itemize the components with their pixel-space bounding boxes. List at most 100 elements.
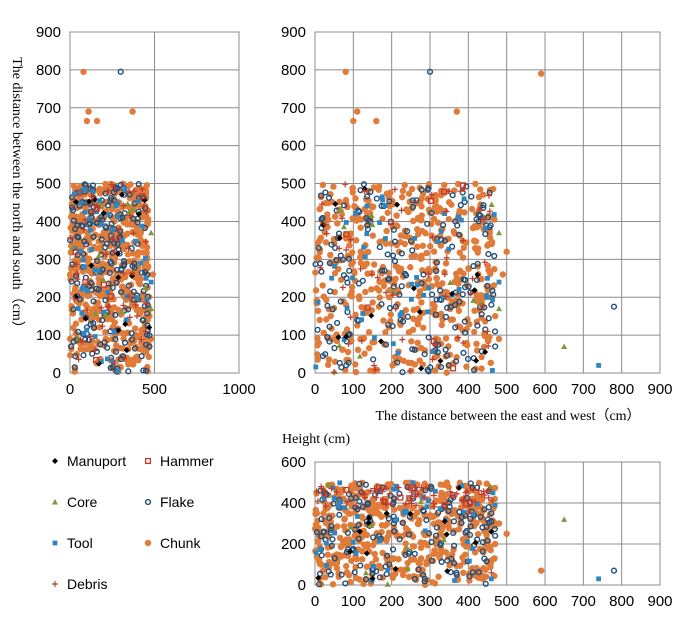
debris-point <box>108 181 115 188</box>
chunk-point <box>395 555 402 563</box>
flake-point <box>117 181 124 189</box>
manuport-point <box>482 348 489 355</box>
debris-point <box>485 494 492 501</box>
debris-point <box>98 304 105 311</box>
flake-point <box>144 301 151 308</box>
core-point <box>417 498 424 505</box>
flake-point <box>317 192 325 199</box>
chunk-point <box>331 213 339 220</box>
chunk-point <box>384 209 391 216</box>
chunk-point <box>343 569 351 576</box>
tool-point <box>350 275 355 281</box>
debris-point <box>443 254 450 261</box>
manuport-point <box>320 221 327 228</box>
chunk-point <box>455 526 463 533</box>
flake-point <box>72 225 79 233</box>
flake-point <box>355 535 362 542</box>
flake-point <box>449 192 456 199</box>
tool-point <box>412 235 418 241</box>
debris-point <box>104 303 111 310</box>
y-tick-label: 500 <box>36 176 61 193</box>
chunk-point <box>344 348 352 356</box>
chunk-point <box>442 491 450 498</box>
flake-point <box>469 484 476 491</box>
chunk-point <box>360 541 368 548</box>
hammer-point <box>441 502 448 509</box>
flake-point <box>423 516 430 524</box>
chunk-point <box>348 482 355 489</box>
tool-point <box>336 504 341 509</box>
flake-point <box>396 291 403 298</box>
chunk-point <box>393 212 400 219</box>
chunk-point <box>338 211 345 218</box>
flake-point <box>318 268 325 275</box>
debris-point <box>323 230 330 237</box>
chunk-point <box>503 530 510 537</box>
manuport-point <box>410 285 417 292</box>
legend-hammer-marker <box>144 457 152 465</box>
flake-point <box>142 367 150 374</box>
flake-point <box>445 362 452 369</box>
chunk-point <box>323 316 330 323</box>
flake-point <box>355 521 362 529</box>
flake-point <box>364 222 371 229</box>
debris-point <box>357 265 364 272</box>
debris-point <box>121 270 128 277</box>
core-point <box>384 581 391 587</box>
hammer-point <box>375 484 382 491</box>
chunk-point <box>368 286 375 293</box>
manuport-point <box>100 210 107 217</box>
debris-point <box>479 302 486 309</box>
legend-flake-marker <box>144 498 152 506</box>
chunk-point <box>357 253 364 261</box>
tool-point <box>313 364 319 370</box>
chunk-point <box>428 232 435 239</box>
tool-point <box>138 260 144 266</box>
flake-point <box>421 351 428 358</box>
y-tick-label: 200 <box>281 536 306 553</box>
chunk-point <box>142 212 150 219</box>
tool-point <box>81 330 87 336</box>
tool-point <box>414 282 420 288</box>
debris-point <box>77 336 84 343</box>
flake-point <box>487 222 494 229</box>
manuport-point <box>123 347 130 354</box>
debris-point <box>322 221 329 228</box>
chunk-point <box>316 558 323 566</box>
debris-point <box>457 188 464 195</box>
tool-point <box>456 287 462 292</box>
core-point <box>496 229 502 236</box>
manuport-point <box>394 201 401 208</box>
flake-point <box>139 316 146 324</box>
hammer-point <box>364 304 371 311</box>
y-tick-label: 300 <box>36 251 61 268</box>
tool-point <box>71 191 77 197</box>
flake-point <box>469 569 476 576</box>
flake-point <box>485 315 492 322</box>
flake-point <box>454 222 461 229</box>
flake-point <box>344 529 352 536</box>
x-tick-label: 400 <box>456 381 481 398</box>
flake-point <box>110 189 117 196</box>
chunk-point <box>336 534 344 542</box>
flake-point <box>425 530 433 537</box>
flake-point <box>128 336 136 343</box>
debris-point <box>408 489 415 496</box>
debris-point <box>442 293 449 300</box>
manuport-point <box>343 333 350 340</box>
flake-point <box>474 260 481 267</box>
legend-chunk-marker <box>144 539 152 547</box>
chunk-point <box>352 195 359 202</box>
hammer-point <box>459 182 467 189</box>
chunk-point <box>482 573 490 580</box>
flake-point <box>448 243 456 250</box>
flake-point <box>433 524 441 531</box>
chunk-point <box>142 185 149 192</box>
tool-point <box>350 539 356 545</box>
chunk-point <box>348 337 355 345</box>
hammer-point <box>72 248 79 256</box>
tool-point <box>488 576 494 582</box>
chunk-point <box>346 510 353 517</box>
y-tick-label: 600 <box>281 138 306 155</box>
debris-point <box>465 503 472 510</box>
